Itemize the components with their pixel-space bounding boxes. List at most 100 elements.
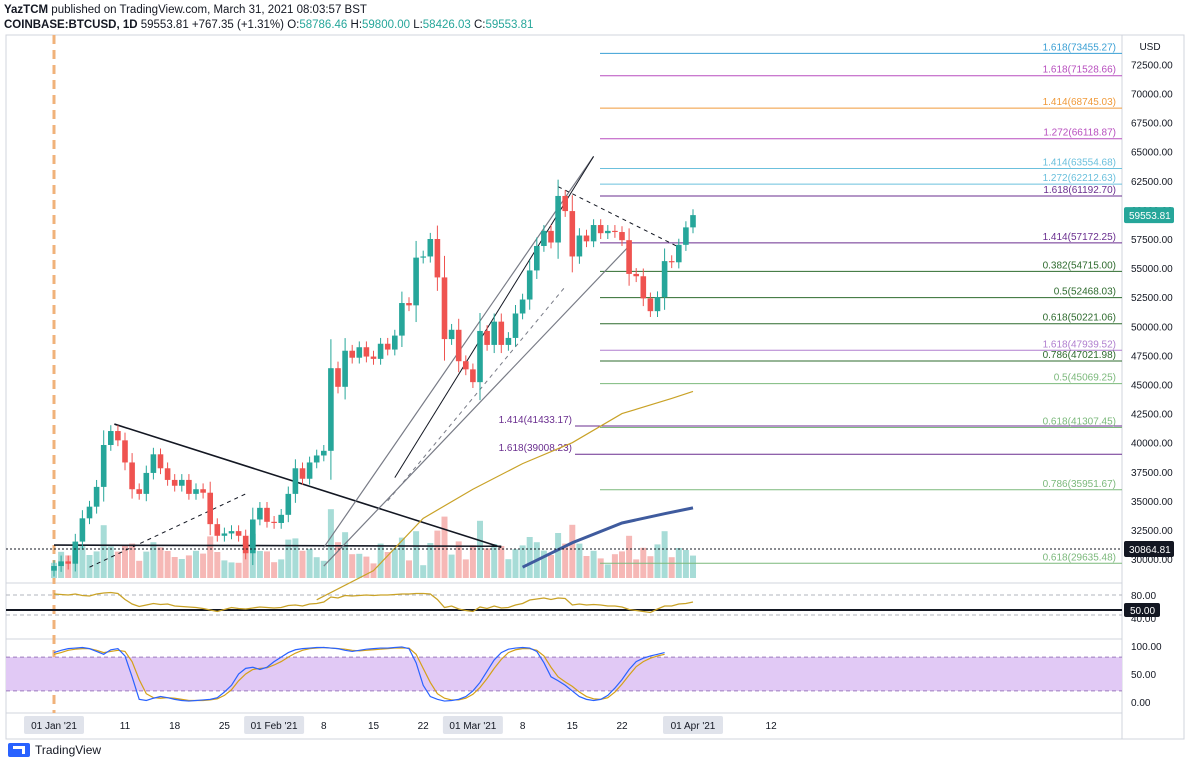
volume-bar	[398, 537, 405, 578]
candle-body	[562, 195, 568, 212]
currency-label: USD	[1139, 42, 1160, 53]
candle-body	[676, 244, 682, 263]
time-tick-label: 01 Feb '21	[251, 721, 298, 732]
candle-body	[413, 257, 419, 306]
candle-body	[129, 462, 135, 490]
volume-bar	[434, 530, 441, 578]
candle-body	[406, 303, 412, 306]
candle-body	[321, 450, 327, 456]
candle-body	[477, 330, 483, 383]
candle-body	[683, 227, 689, 245]
time-tick-label: 18	[169, 721, 181, 732]
candle-body	[200, 489, 206, 493]
volume-bar	[342, 532, 349, 578]
volume-bar	[157, 547, 164, 578]
candle-body	[491, 321, 497, 345]
fib-level-label: 1.618(39008.23)	[499, 443, 572, 454]
price-tag-label: 59553.81	[1129, 211, 1171, 222]
volume-bar	[285, 539, 292, 578]
candle-body	[484, 330, 490, 345]
candle-body	[470, 369, 476, 383]
price-tick-label: 47500.00	[1131, 351, 1173, 362]
publish-info: published on TradingView.com, March 31, …	[51, 4, 367, 16]
candle-body	[100, 445, 107, 487]
volume-bar	[136, 560, 143, 578]
volume-bar	[363, 556, 370, 578]
price-tick-label: 35000.00	[1131, 497, 1173, 508]
price-tick-label: 57500.00	[1131, 235, 1173, 246]
candle-body	[93, 486, 100, 507]
volume-bar	[292, 538, 299, 578]
stoch-k-line	[53, 646, 665, 702]
price-tick-label: 37500.00	[1131, 468, 1173, 479]
volume-bar	[320, 560, 327, 578]
volume-bar	[256, 551, 263, 578]
candle-body	[349, 350, 355, 358]
volume-bar	[384, 552, 391, 578]
volume-bar	[335, 542, 341, 578]
volume-bar	[214, 552, 221, 578]
volume-bar	[100, 525, 107, 578]
volume-bar	[306, 548, 313, 578]
footer: TradingView	[8, 743, 101, 757]
tradingview-logo-icon[interactable]	[8, 743, 30, 757]
author-name[interactable]: YazTCM	[4, 4, 49, 16]
candle-body	[534, 245, 540, 271]
triangle-base-trendline	[53, 544, 502, 548]
volume-bar	[164, 551, 171, 578]
volume-bar	[185, 555, 192, 578]
candle-body	[264, 507, 270, 522]
price-tick-label: 32500.00	[1131, 526, 1173, 537]
volume-bar	[93, 551, 100, 578]
volume-bar	[79, 545, 86, 578]
price-tick-label: 30000.00	[1131, 555, 1173, 566]
volume-bar	[114, 551, 121, 578]
volume-bar	[278, 559, 285, 578]
fib-level-label: 1.414(63554.68)	[1043, 158, 1116, 169]
candle-body	[278, 514, 284, 523]
time-label-box	[244, 716, 305, 734]
candle-body	[221, 533, 228, 536]
candle-body	[58, 561, 64, 567]
candle-body	[285, 493, 292, 515]
volume-bar	[469, 545, 476, 578]
volume-bar	[271, 562, 278, 578]
candle-body	[569, 211, 576, 257]
stoch-tick-label: 100.00	[1131, 642, 1162, 653]
volume-bar	[576, 543, 583, 578]
time-tick-label: 22	[616, 721, 628, 732]
fib-level-label: 1.414(68745.03)	[1043, 97, 1116, 108]
time-label-box	[663, 716, 723, 734]
time-label-box	[24, 716, 84, 734]
time-tick-label: 12	[766, 721, 778, 732]
candle-body	[313, 455, 320, 463]
time-tick-label: 25	[219, 721, 231, 732]
volume-bar	[548, 555, 554, 578]
fib-level-label: 1.618(61192.70)	[1043, 185, 1116, 196]
volume-bar	[668, 557, 675, 578]
last-price: 59553.81	[140, 19, 189, 31]
open-label: O:	[287, 19, 300, 31]
volume-bar	[540, 550, 547, 578]
price-tick-label: 45000.00	[1131, 380, 1173, 391]
publish-line: YazTCM published on TradingView.com, Mar…	[4, 3, 533, 18]
volume-bar	[441, 516, 448, 578]
fib-level-label: 1.618(71528.66)	[1043, 65, 1116, 76]
candle-body	[292, 468, 299, 494]
candle-body	[633, 273, 639, 277]
candle-body	[228, 531, 235, 534]
brand-name[interactable]: TradingView	[35, 743, 102, 757]
candle-body	[384, 343, 391, 350]
candle-body	[299, 468, 306, 479]
symbol-label[interactable]: COINBASE:BTCUSD, 1D	[4, 19, 138, 31]
volume-bar	[448, 554, 455, 578]
candle-body	[512, 313, 519, 338]
candle-body	[399, 303, 405, 336]
candle-body	[420, 256, 426, 258]
time-tick-label: 8	[520, 721, 526, 732]
volume-bar	[505, 559, 512, 578]
candle-body	[179, 479, 185, 486]
candle-body	[555, 195, 561, 243]
candle-body	[583, 235, 590, 242]
